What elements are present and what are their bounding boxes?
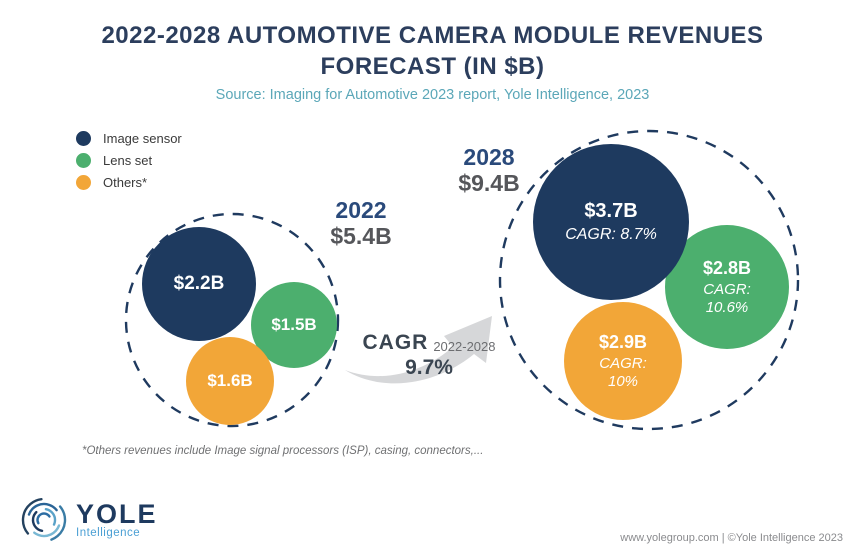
legend-dot-image-sensor — [76, 131, 91, 146]
bubble-2028-image-sensor: $3.7B CAGR: 8.7% — [533, 144, 689, 300]
yole-logo-subtext: Intelligence — [76, 527, 141, 539]
group-2028-total: $9.4B — [458, 170, 520, 197]
chart-title-line1: 2022-2028 AUTOMOTIVE CAMERA MODULE REVEN… — [101, 22, 764, 49]
bubble-cagr: CAGR: 10% — [599, 354, 647, 390]
bubble-value: $1.6B — [207, 371, 253, 390]
legend-label-others: Others* — [103, 175, 148, 190]
group-2022-label: 2022 $5.4B — [316, 197, 406, 250]
legend-label-image-sensor: Image sensor — [103, 131, 182, 146]
bubble-value: $2.9B — [598, 331, 648, 352]
legend: Image sensor Lens set Others* — [76, 131, 182, 197]
bubble-2022-others: $1.6B — [186, 337, 274, 425]
cagr-period: 2022-2028 — [433, 339, 496, 354]
growth-arrow-icon — [345, 316, 492, 384]
yole-logo-text: YOLE Intelligence — [76, 499, 158, 540]
bubble-2022-image-sensor: $2.2B — [142, 227, 256, 341]
legend-label-lens-set: Lens set — [103, 153, 153, 168]
yole-logo: YOLE Intelligence — [20, 496, 158, 544]
legend-item-image-sensor: Image sensor — [76, 131, 182, 146]
bubble-cagr: CAGR: 10.6% — [703, 280, 751, 316]
cagr-label: CAGR — [362, 331, 429, 354]
group-2022-total: $5.4B — [330, 223, 392, 250]
legend-item-lens-set: Lens set — [76, 153, 182, 168]
chart-source: Source: Imaging for Automotive 2023 repo… — [215, 87, 650, 103]
bubble-2022-lens-set: $1.5B — [251, 282, 337, 368]
legend-item-others: Others* — [76, 175, 182, 190]
chart-title-line2: FORECAST (IN $B) — [320, 53, 545, 80]
legend-dot-lens-set — [76, 153, 91, 168]
group-2022-year: 2022 — [335, 197, 387, 223]
group-2022-outline — [124, 212, 340, 428]
bubble-value: $2.8B — [702, 257, 752, 278]
group-2028-outline — [498, 129, 800, 431]
footnote: *Others revenues include Image signal pr… — [82, 445, 484, 457]
yole-swirl-icon — [21, 497, 67, 543]
cagr-annotation: CAGR 2022-2028 9.7% — [350, 331, 508, 380]
footer-website: www.yolegroup.com | ©Yole Intelligence 2… — [620, 532, 843, 544]
bubble-cagr: CAGR: 8.7% — [565, 225, 657, 243]
legend-dot-others — [76, 175, 91, 190]
chart-title: 2022-2028 AUTOMOTIVE CAMERA MODULE REVEN… — [0, 20, 865, 82]
bubble-value: $2.2B — [173, 273, 225, 294]
group-2028-label: 2028 $9.4B — [446, 144, 532, 197]
cagr-value: 9.7% — [405, 356, 453, 379]
bubble-value: $1.5B — [271, 315, 317, 334]
bubble-2028-others: $2.9B CAGR: 10% — [564, 302, 682, 420]
yole-logo-name: YOLE — [76, 499, 158, 529]
group-2028-year: 2028 — [463, 144, 515, 170]
bubble-value: $3.7B — [584, 199, 638, 222]
bubble-2028-lens-set: $2.8B CAGR: 10.6% — [665, 225, 789, 349]
